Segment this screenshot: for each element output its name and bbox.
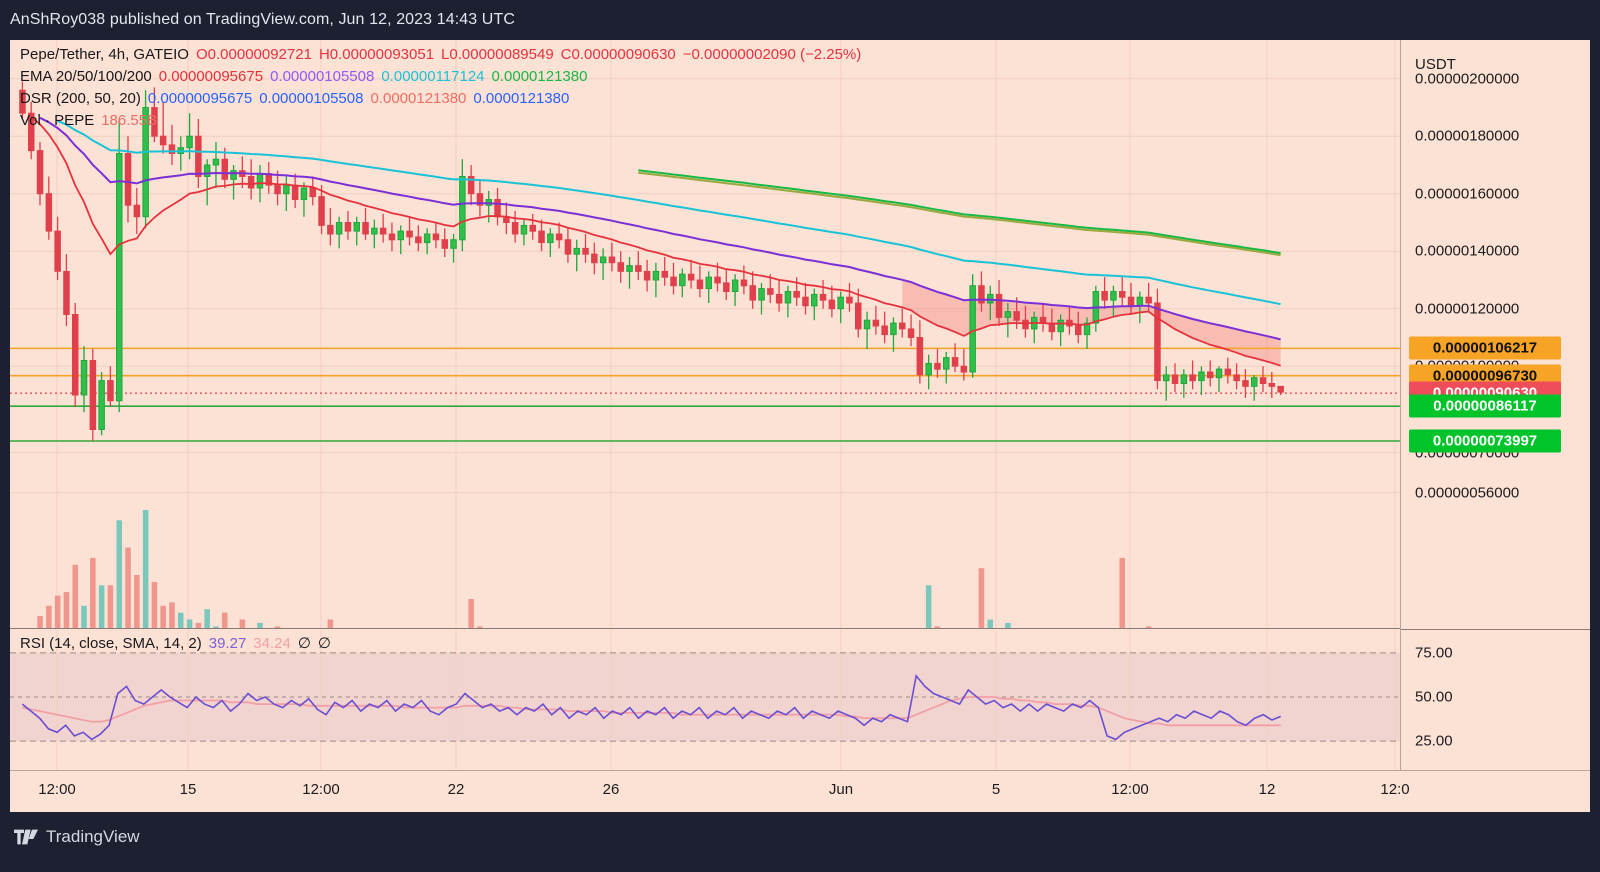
time-tick-label: 5 — [991, 781, 1001, 798]
tradingview-name: TradingView — [46, 827, 140, 846]
ema100-line — [57, 119, 1281, 306]
time-tick-label: Jun — [828, 781, 854, 798]
rsi-tick-label: 50.00 — [1415, 688, 1453, 706]
tradingview-branding: TradingView — [14, 820, 140, 854]
publisher-text: AnShRoy038 published on TradingView.com,… — [10, 11, 515, 28]
price-badge[interactable]: 0.00000073997 — [1409, 429, 1561, 453]
ema200-line — [638, 169, 1281, 255]
ema20-line — [30, 116, 1281, 367]
chart-frame[interactable]: Pepe/Tether, 4h, GATEIO O0.00000092721 H0.… — [10, 40, 1590, 812]
time-tick-label: 12:00 — [302, 781, 340, 798]
time-scale[interactable]: 12:00 15 12:00 22 26 Jun 5 12:00 12 12:0 — [10, 770, 1590, 812]
price-badge[interactable]: 0.00000096730 — [1409, 364, 1561, 388]
price-badge[interactable]: 0.00000086117 — [1409, 394, 1561, 418]
rsi-pane[interactable]: RSI (14, close, SMA, 14, 2) 39.27 34.24 ∅ ∅ — [10, 630, 1400, 770]
ema50-line — [39, 116, 1281, 341]
pane-separator — [1401, 629, 1590, 630]
time-tick-label: 26 — [602, 781, 620, 798]
rsi-tick-label: 25.00 — [1415, 732, 1453, 750]
price-tick-label: 0.00000140000 — [1415, 242, 1520, 260]
price-tick-label: 0.00000200000 — [1415, 70, 1520, 88]
time-tick-label: 22 — [447, 781, 465, 798]
time-tick-label: 12 — [1258, 781, 1276, 798]
price-rsi-divider — [10, 628, 1400, 629]
time-tick-label: 15 — [179, 781, 197, 798]
rsi-tick-label: 75.00 — [1415, 644, 1453, 662]
publisher-bar: AnShRoy038 published on TradingView.com,… — [0, 0, 1600, 40]
price-tick-label: 0.00000120000 — [1415, 300, 1520, 318]
time-tick-label: 12:00 — [38, 781, 76, 798]
rsi-chart-canvas[interactable] — [10, 630, 1400, 770]
price-badge[interactable]: 0.00000106217 — [1409, 336, 1561, 360]
price-scale[interactable]: USDT 0.00000200000 0.00000180000 0.0000016… — [1400, 40, 1590, 770]
tradingview-logo-icon — [14, 829, 38, 845]
time-tick-label: 12:0 — [1380, 781, 1410, 798]
price-tick-label: 0.00000056000 — [1415, 484, 1520, 502]
time-tick-label: 12:00 — [1111, 781, 1149, 798]
price-scale-unit: USDT — [1415, 56, 1456, 73]
price-tick-label: 0.00000180000 — [1415, 127, 1520, 145]
price-pane[interactable]: Pepe/Tether, 4h, GATEIO O0.00000092721 H0.… — [10, 40, 1400, 628]
price-tick-label: 0.00000160000 — [1415, 185, 1520, 203]
price-chart-canvas[interactable] — [10, 40, 1400, 628]
rsi-line — [21, 673, 1282, 741]
